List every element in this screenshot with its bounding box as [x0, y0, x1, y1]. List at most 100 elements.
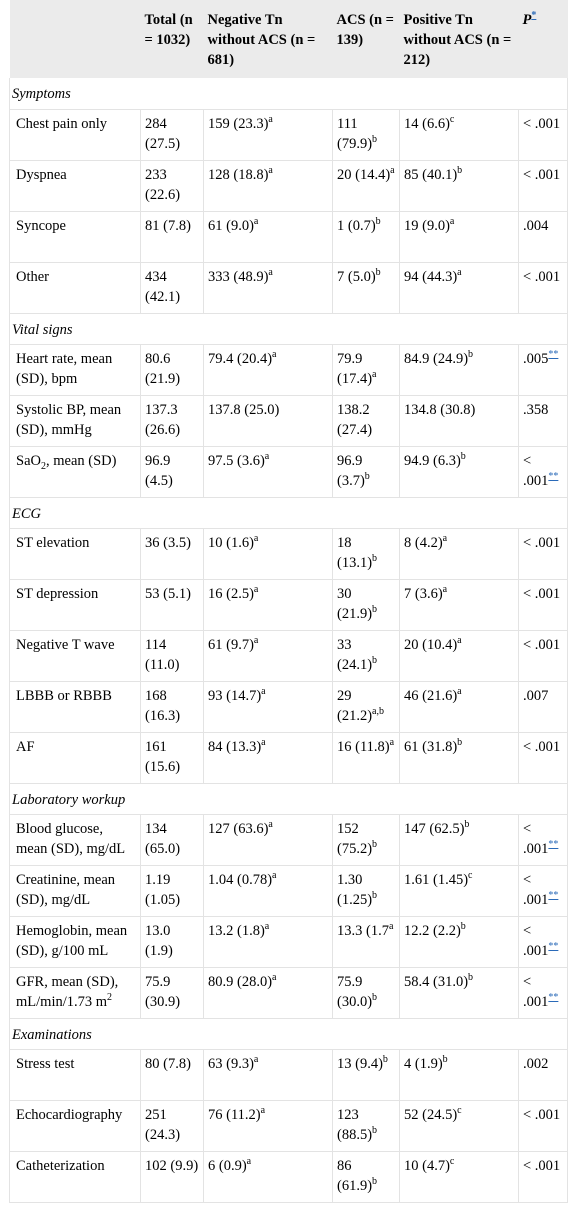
header-negative-tn: Negative Tn without ACS (n = 681): [203, 0, 333, 78]
cell-value: < .001: [523, 166, 561, 183]
cell-total: 81 (7.8): [140, 211, 204, 262]
cell-acs: 30 (21.9)b: [332, 579, 400, 630]
cell-value: < .001: [523, 973, 549, 1010]
cell-superscript: b: [372, 654, 378, 666]
cell-negative-tn: 137.8 (25.0): [203, 395, 333, 446]
cell-value: < .001: [523, 1106, 561, 1123]
cell-value: 36 (3.5): [145, 534, 191, 551]
cell-p-value: < .001**: [518, 446, 568, 497]
table-row: Systolic BP, mean (SD), mmHg 137.3 (26.6)…: [9, 395, 568, 446]
row-label-rest: , mean (SD): [45, 452, 117, 469]
cell-positive-tn: 4 (1.9)b: [399, 1049, 519, 1100]
cell-superscript: b: [372, 552, 378, 564]
cell-value: 137.8 (25.0): [208, 401, 280, 418]
cell-value: 114 (11.0): [145, 636, 180, 673]
cell-total: 13.0 (1.9): [140, 916, 204, 967]
table-row: Heart rate, mean (SD), bpm 80.6 (21.9) 79.…: [9, 344, 568, 395]
cell-superscript: b: [372, 133, 378, 145]
cell-value: < .001: [523, 534, 561, 551]
cell-p-value: < .001: [518, 1100, 568, 1151]
footnote-link[interactable]: **: [548, 348, 559, 360]
cell-value: 20 (14.4): [337, 166, 391, 183]
table-row: Blood glucose, mean (SD), mg/dL 134 (65.0…: [9, 814, 568, 865]
cell-value: 127 (63.6): [208, 820, 269, 837]
cell-acs: 96.9 (3.7)b: [332, 446, 400, 497]
cell-superscript: a: [261, 685, 266, 697]
cell-superscript: b: [372, 991, 378, 1003]
header-positive-tn: Positive Tn without ACS (n = 212): [399, 0, 519, 78]
cell-total: 233 (22.6): [140, 160, 204, 211]
header-p: P*: [518, 0, 568, 78]
cell-value: 52 (24.5): [404, 1106, 458, 1123]
section-row: Vital signs: [9, 313, 568, 344]
row-label: Syncope: [9, 211, 141, 262]
cell-value: 97.5 (3.6): [208, 452, 265, 469]
cell-negative-tn: 80.9 (28.0)a: [203, 967, 333, 1018]
cell-superscript: b: [372, 838, 378, 850]
row-label-text: Stress test: [16, 1055, 75, 1072]
cell-superscript: a: [260, 1104, 266, 1116]
table-header: Total (n = 1032) Negative Tn without ACS…: [9, 0, 568, 78]
cell-negative-tn: 93 (14.7)a: [203, 681, 333, 732]
cell-value: 76 (11.2): [208, 1106, 261, 1123]
cell-superscript: a: [449, 215, 455, 227]
cell-value: 13.2 (1.8): [208, 922, 265, 939]
cell-value: 61 (9.0): [208, 217, 254, 234]
footnote-link[interactable]: *: [531, 10, 537, 22]
cell-total: 36 (3.5): [140, 528, 204, 579]
cell-superscript: b: [372, 603, 378, 615]
cell-superscript: b: [375, 266, 381, 278]
cell-value: 29 (21.2): [337, 687, 373, 724]
cell-value: 81 (7.8): [145, 217, 191, 234]
cell-negative-tn: 128 (18.8)a: [203, 160, 333, 211]
cell-total: 1.19 (1.05): [140, 865, 204, 916]
cell-value: 1.61 (1.45): [404, 871, 469, 888]
cell-superscript: a: [253, 1053, 259, 1065]
cell-total: 80.6 (21.9): [140, 344, 204, 395]
cell-total: 161 (15.6): [140, 732, 204, 783]
cell-superscript: c: [449, 113, 455, 125]
table-body: Symptoms Chest pain only 284 (27.5) 159 (23…: [9, 78, 568, 1202]
cell-superscript: b: [457, 736, 463, 748]
footnote-link[interactable]: **: [548, 838, 559, 850]
cell-value: 79.9 (17.4): [337, 350, 373, 387]
table-row: Chest pain only 284 (27.5) 159 (23.3)a 111 …: [9, 109, 568, 160]
cell-acs: 16 (11.8)a: [332, 732, 400, 783]
cell-value: 80.9 (28.0): [208, 973, 273, 990]
cell-negative-tn: 16 (2.5)a: [203, 579, 333, 630]
cell-value: < .001: [523, 452, 549, 489]
cell-value: < .001: [523, 738, 561, 755]
cell-total: 168 (16.3): [140, 681, 204, 732]
cell-value: 7 (5.0): [337, 268, 376, 285]
cell-value: 30 (21.9): [337, 585, 373, 622]
cell-value: 14 (6.6): [404, 115, 450, 132]
footnote-link[interactable]: **: [548, 940, 559, 952]
comparison-table: Total (n = 1032) Negative Tn without ACS…: [9, 0, 568, 1203]
cell-value: 61 (9.7): [208, 636, 254, 653]
cell-superscript: a: [246, 1155, 252, 1167]
footnote-link[interactable]: **: [548, 889, 559, 901]
cell-acs: 18 (13.1)b: [332, 528, 400, 579]
cell-superscript: a: [272, 348, 277, 360]
cell-superscript: a: [253, 634, 259, 646]
cell-superscript: c: [468, 869, 473, 881]
row-label: Creatinine, mean (SD), mg/dL: [9, 865, 141, 916]
footnote-link[interactable]: **: [548, 470, 559, 482]
table-row: Stress test 80 (7.8) 63 (9.3)a 13 (9.4)b 4 (…: [9, 1049, 568, 1100]
cell-positive-tn: 84.9 (24.9)b: [399, 344, 519, 395]
row-label: Stress test: [9, 1049, 141, 1100]
cell-superscript: b: [457, 164, 463, 176]
cell-positive-tn: 61 (31.8)b: [399, 732, 519, 783]
cell-value: .358: [523, 401, 549, 418]
cell-value: 333 (48.9): [208, 268, 269, 285]
cell-superscript: a: [253, 532, 259, 544]
cell-value: 152 (75.2): [337, 820, 373, 857]
cell-acs: 29 (21.2)a,b: [332, 681, 400, 732]
cell-value: 79.4 (20.4): [208, 350, 273, 367]
cell-superscript: a: [272, 869, 277, 881]
footnote-link[interactable]: **: [548, 991, 559, 1003]
section-title: Examinations: [9, 1018, 568, 1049]
cell-total: 251 (24.3): [140, 1100, 204, 1151]
cell-value: < .001: [523, 820, 549, 857]
row-label: Blood glucose, mean (SD), mg/dL: [9, 814, 141, 865]
